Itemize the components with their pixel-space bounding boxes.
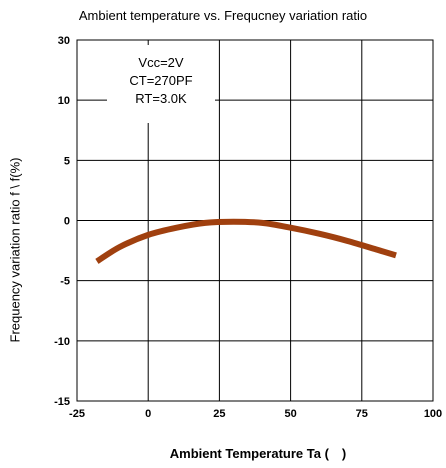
y-tick-label: -5 [60, 276, 70, 288]
series-line [95, 218, 397, 264]
chart-title: Ambient temperature vs. Frequcney variat… [78, 8, 368, 23]
y-tick-label: -10 [54, 336, 70, 348]
y-tick-label: 0 [64, 216, 70, 228]
x-tick-label: 100 [424, 408, 442, 420]
x-tick-label: 50 [284, 408, 296, 420]
y-tick-label: -15 [54, 396, 70, 408]
x-tick-label: 75 [356, 408, 368, 420]
annotation-line-rt: RT=3.0K [135, 91, 187, 106]
y-tick-label: 10 [58, 95, 70, 107]
annotation-line-ct: CT=270PF [129, 73, 193, 88]
x-axis-label: Ambient Temperature Ta ( ) [169, 446, 347, 461]
x-tick-label: 0 [145, 408, 151, 420]
annotation-box [107, 45, 215, 123]
x-tick-label: -25 [69, 408, 85, 420]
annotation: Vcc=2V CT=270PF RT=3.0K [107, 54, 215, 108]
y-tick-label: 30 [58, 35, 70, 47]
x-tick-label: 25 [213, 408, 225, 420]
y-tick-label: 5 [64, 155, 70, 167]
annotation-line-vcc: Vcc=2V [138, 55, 184, 70]
plot-frame [76, 39, 434, 402]
